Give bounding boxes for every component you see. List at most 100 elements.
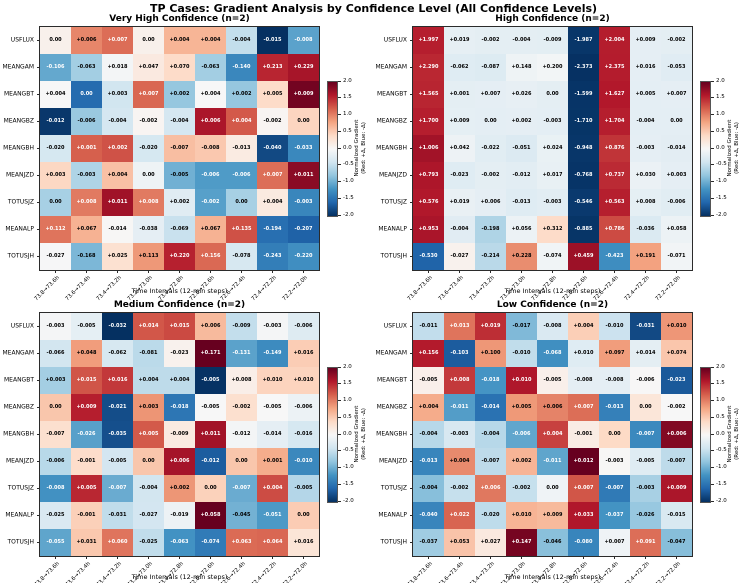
y-tick bbox=[37, 201, 40, 203]
heatmap-cell: +1.704 bbox=[599, 108, 630, 135]
heatmap-cell: +0.013 bbox=[444, 313, 475, 340]
heatmap-cell: -0.103 bbox=[444, 340, 475, 367]
colorbar-tick-label: -0.5 bbox=[716, 447, 727, 454]
heatmap-cell: -0.002 bbox=[661, 394, 692, 421]
heatmap-cell: +0.876 bbox=[599, 135, 630, 162]
heatmap-cell: 0.00 bbox=[661, 108, 692, 135]
heatmap-cell: -0.002 bbox=[444, 475, 475, 502]
colorbar-tick-label: 0.0 bbox=[716, 430, 725, 437]
y-tick-label: MEANGBH bbox=[3, 144, 34, 151]
colorbar-tick bbox=[711, 197, 714, 199]
colorbar-tick-label: 2.0 bbox=[716, 77, 725, 84]
colorbar-tick bbox=[711, 147, 714, 149]
heatmap-cell: 0.00 bbox=[133, 448, 164, 475]
heatmap-cell: -0.002 bbox=[475, 27, 506, 54]
heatmap-cell: -0.035 bbox=[102, 421, 133, 448]
heatmap-cell: +0.006 bbox=[475, 475, 506, 502]
heatmap-cell: +0.312 bbox=[537, 216, 568, 243]
heatmap-cell: +0.002 bbox=[102, 135, 133, 162]
colorbar-tick-label: -0.5 bbox=[343, 161, 354, 168]
figure-title: TP Cases: Gradient Analysis by Confidenc… bbox=[149, 2, 598, 15]
subplot-medium-confidence: Medium Confidence (n=2) -0.003 -0.005 -0.0… bbox=[0, 300, 373, 583]
heatmap-cell: -0.066 bbox=[40, 340, 71, 367]
heatmap-cell: +0.953 bbox=[413, 216, 444, 243]
heatmap-cell: +0.058 bbox=[195, 502, 226, 529]
heatmap-cell: +2.290 bbox=[413, 54, 444, 81]
heatmap-cell: +0.003 bbox=[102, 81, 133, 108]
heatmap-cell: -0.005 bbox=[195, 394, 226, 421]
heatmap-cell: +0.008 bbox=[444, 367, 475, 394]
colorbar-tick bbox=[338, 164, 341, 166]
heatmap-cell: -0.045 bbox=[226, 502, 257, 529]
colorbar-tick bbox=[338, 416, 341, 418]
y-tick bbox=[37, 514, 40, 516]
heatmap-cell: -0.530 bbox=[413, 243, 444, 270]
heatmap: -0.011 +0.013 +0.019 -0.017 -0.008 +0.004 -0.0… bbox=[412, 312, 693, 557]
heatmap-cell: +0.010 bbox=[288, 367, 319, 394]
colorbar bbox=[327, 80, 338, 217]
heatmap-cell: -0.036 bbox=[630, 216, 661, 243]
y-tick bbox=[410, 352, 413, 354]
heatmap-cell: +0.229 bbox=[288, 54, 319, 81]
y-tick-label: MEANGBH bbox=[3, 430, 34, 437]
x-axis-label: Time Intervals (12-min steps) bbox=[131, 287, 228, 295]
heatmap-cell: +2.004 bbox=[599, 27, 630, 54]
heatmap-cell: +0.112 bbox=[40, 216, 71, 243]
colorbar-tick bbox=[338, 181, 341, 182]
heatmap-cell: -0.063 bbox=[164, 529, 195, 556]
y-tick-label: MEANGBZ bbox=[376, 403, 407, 410]
heatmap-cell: +0.010 bbox=[661, 313, 692, 340]
heatmap-cell: -0.011 bbox=[413, 313, 444, 340]
colorbar-tick-label: -2.0 bbox=[343, 497, 354, 504]
y-tick-label: MEANGAM bbox=[375, 349, 408, 356]
heatmap-cell: -0.001 bbox=[71, 502, 102, 529]
heatmap-cell: +1.997 bbox=[413, 27, 444, 54]
heatmap: -0.003 -0.005 -0.032 +0.014 +0.015 +0.006 -0.0… bbox=[39, 312, 320, 557]
heatmap-cell: -0.020 bbox=[40, 135, 71, 162]
colorbar-tick bbox=[338, 400, 341, 401]
heatmap-cell: +0.002 bbox=[226, 81, 257, 108]
heatmap-cell: +0.005 bbox=[257, 81, 288, 108]
heatmap-cell: 0.00 bbox=[537, 475, 568, 502]
heatmap-cell: -0.063 bbox=[71, 54, 102, 81]
heatmap-cell: -0.004 bbox=[133, 475, 164, 502]
colorbar-tick-label: -2.0 bbox=[716, 497, 727, 504]
heatmap-cell: +0.004 bbox=[195, 81, 226, 108]
heatmap-cell: -0.007 bbox=[226, 475, 257, 502]
y-tick-label: MEANJZD bbox=[378, 457, 407, 464]
heatmap-cell: +0.014 bbox=[630, 340, 661, 367]
heatmap-cell: +0.048 bbox=[71, 340, 102, 367]
heatmap-cell: -0.002 bbox=[506, 475, 537, 502]
x-tick bbox=[489, 270, 491, 273]
heatmap-cell: -0.006 bbox=[630, 367, 661, 394]
colorbar-tick-label: 2.0 bbox=[343, 77, 352, 84]
heatmap-cell: -0.003 bbox=[630, 475, 661, 502]
heatmap-cell: +0.006 bbox=[195, 108, 226, 135]
heatmap-cell: -0.005 bbox=[257, 394, 288, 421]
y-tick bbox=[37, 39, 40, 41]
heatmap-cell: -0.051 bbox=[506, 135, 537, 162]
heatmap-cell: -0.005 bbox=[102, 448, 133, 475]
heatmap-cell: -0.003 bbox=[288, 189, 319, 216]
heatmap-cell: +0.070 bbox=[164, 54, 195, 81]
heatmap-cell: +0.004 bbox=[164, 367, 195, 394]
heatmap-cell: +0.004 bbox=[413, 394, 444, 421]
colorbar-tick-label: 0.0 bbox=[343, 430, 352, 437]
y-tick-label: MEANGBZ bbox=[3, 117, 34, 124]
heatmap-cell: +0.004 bbox=[257, 475, 288, 502]
heatmap-cell: +0.007 bbox=[568, 475, 599, 502]
heatmap-cell: -0.002 bbox=[226, 394, 257, 421]
heatmap-cell: +0.010 bbox=[506, 502, 537, 529]
colorbar-tick bbox=[338, 483, 341, 485]
heatmap-cell: -0.005 bbox=[630, 448, 661, 475]
heatmap-cell: +0.097 bbox=[599, 340, 630, 367]
heatmap-cell: -0.008 bbox=[40, 475, 71, 502]
colorbar-tick-label: -1.0 bbox=[343, 178, 354, 184]
heatmap-cell: +0.030 bbox=[630, 162, 661, 189]
heatmap-cell: +0.019 bbox=[444, 189, 475, 216]
heatmap-cell: +1.700 bbox=[413, 108, 444, 135]
heatmap-cell: +0.007 bbox=[133, 81, 164, 108]
heatmap-cell: +0.011 bbox=[288, 162, 319, 189]
heatmap-cell: -0.003 bbox=[599, 448, 630, 475]
colorbar-tick bbox=[338, 80, 341, 82]
